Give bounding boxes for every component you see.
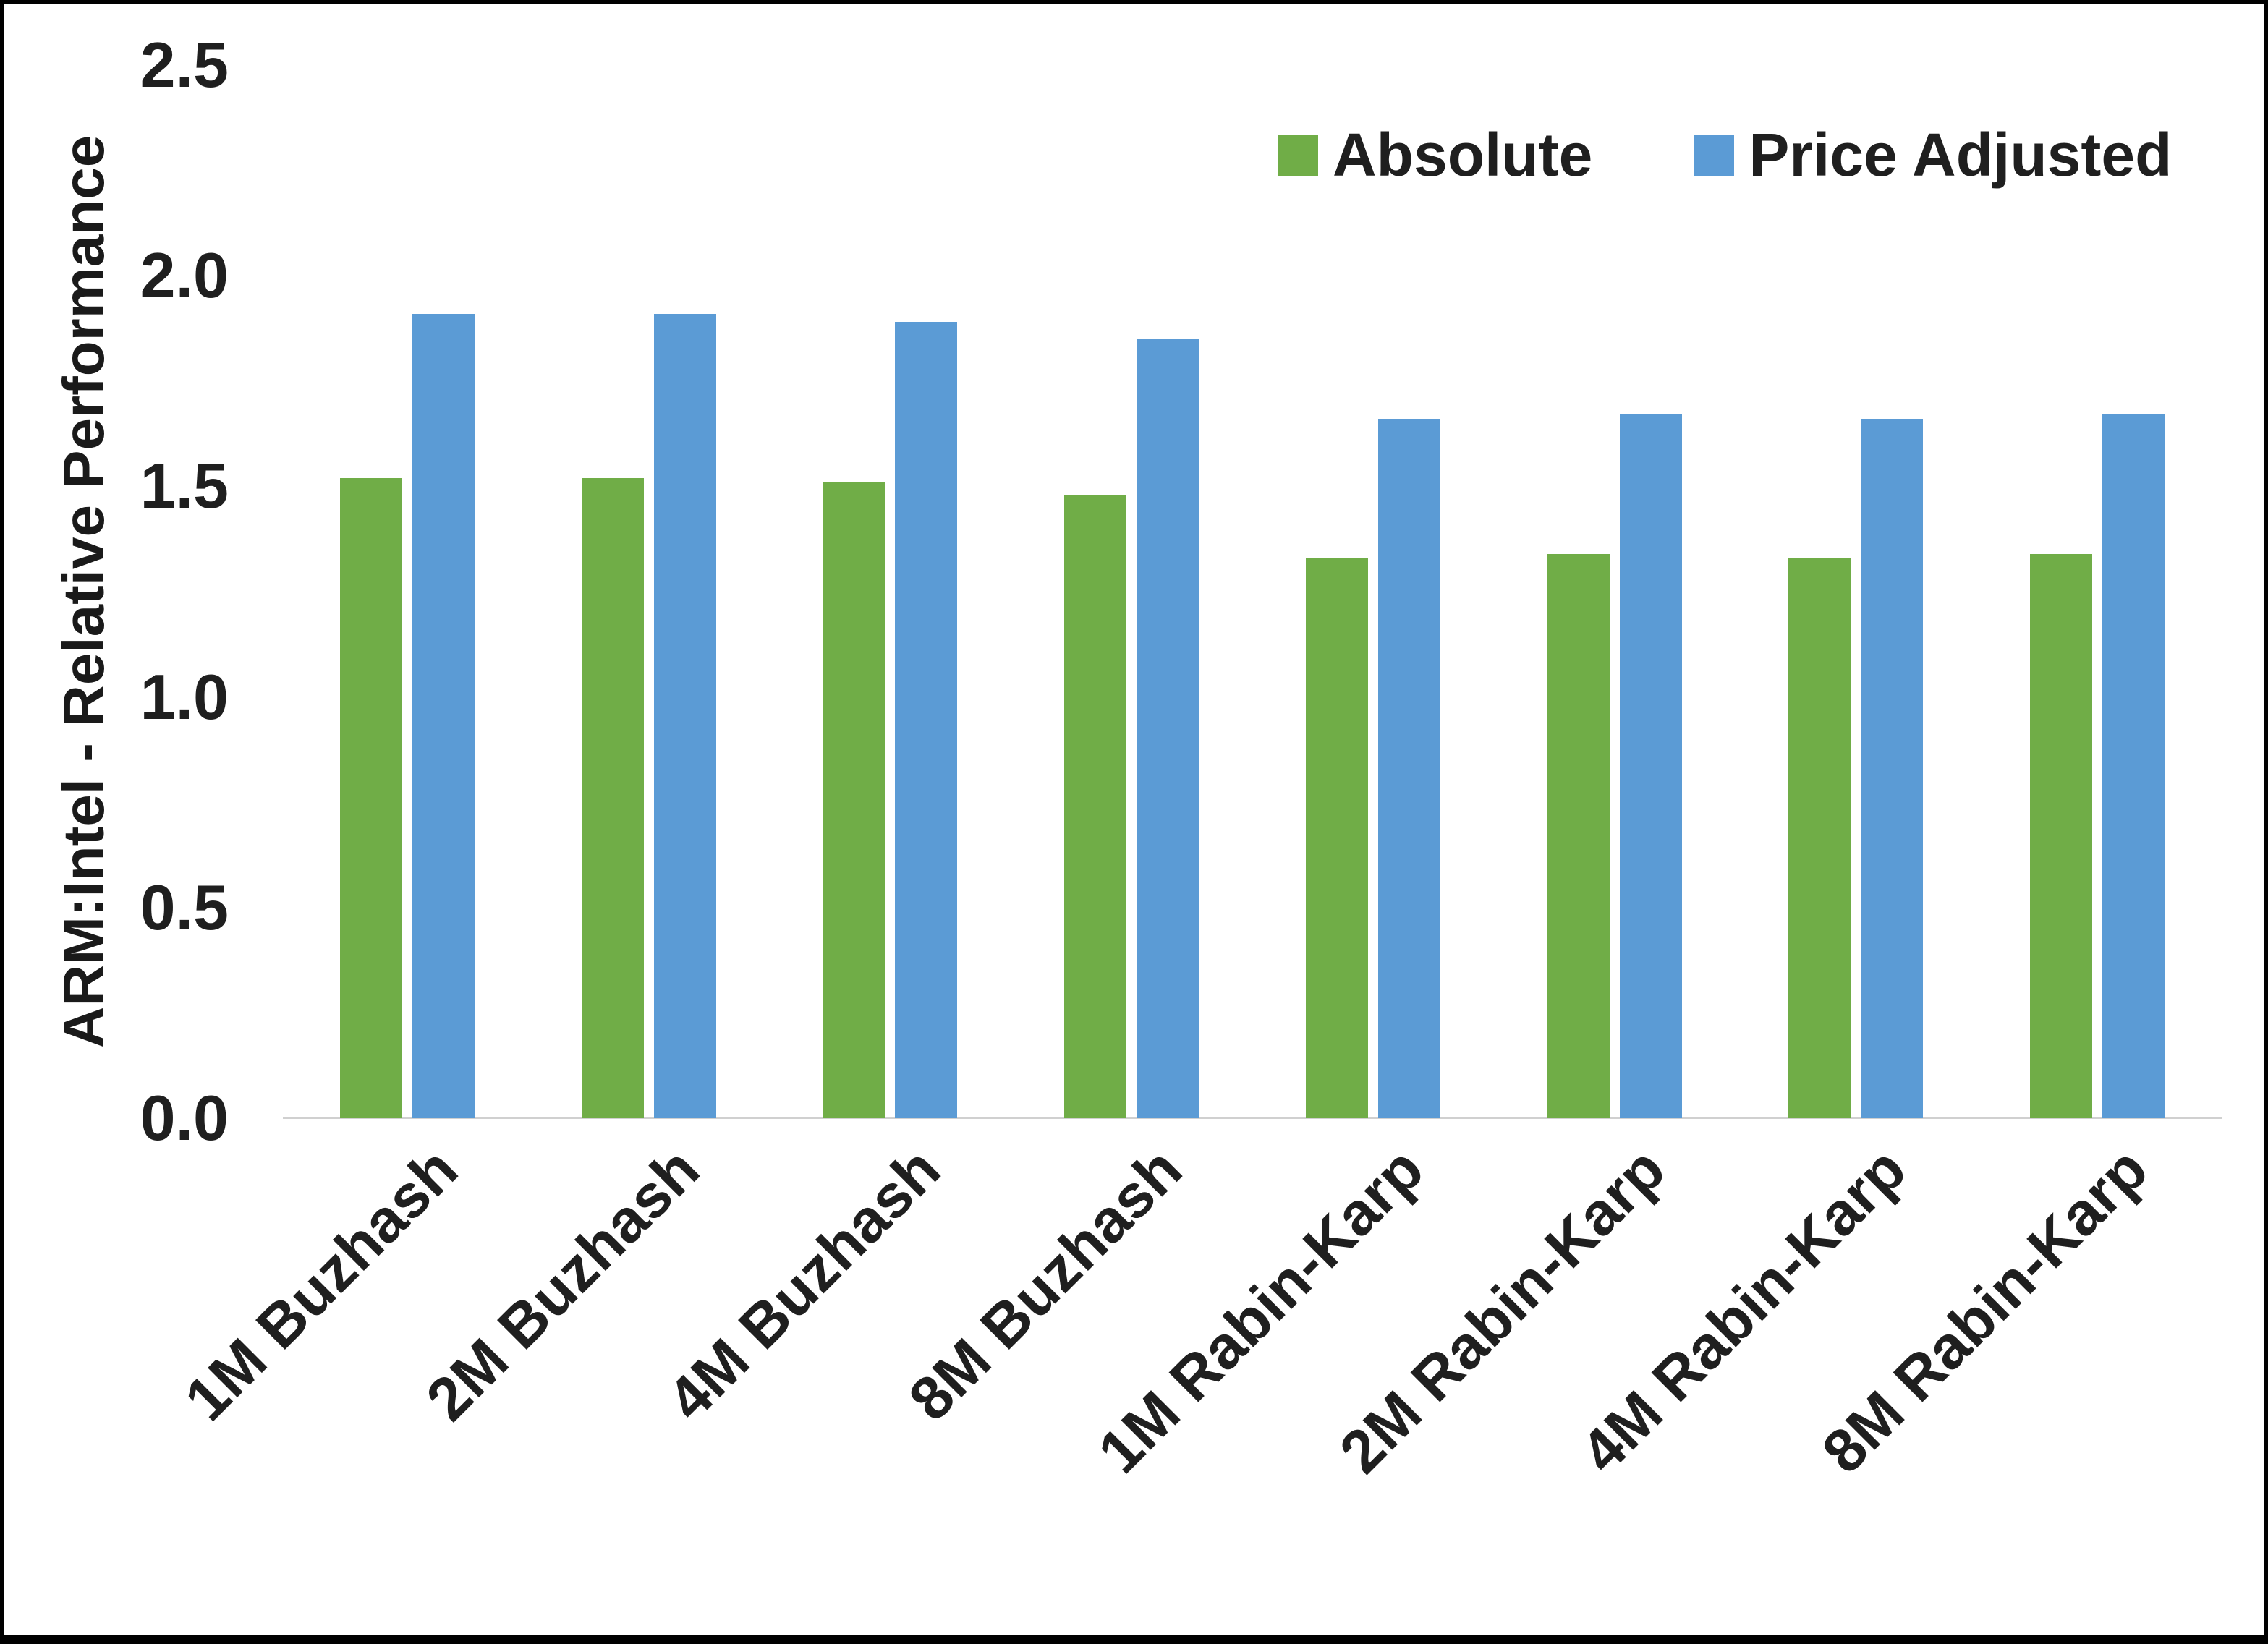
bar-absolute-4m-rabin-karp [1788, 558, 1851, 1118]
legend-item-price-adjusted: Price Adjusted [1694, 120, 2172, 190]
legend-label-price-adjusted: Price Adjusted [1749, 121, 2173, 189]
y-tick-label-1.5: 1.5 [140, 450, 229, 522]
bar-absolute-8m-rabin-karp [2030, 553, 2093, 1118]
bar-price-adjusted-8m-rabin-karp [2102, 414, 2165, 1118]
bar-price-adjusted-1m-buzhash [412, 313, 475, 1118]
y-tick-label-2.0: 2.0 [140, 239, 229, 312]
bar-absolute-4m-buzhash [823, 482, 885, 1118]
legend-swatch-icon-absolute [1278, 135, 1318, 176]
x-axis-line [283, 1117, 2222, 1119]
bar-price-adjusted-4m-buzhash [895, 322, 958, 1118]
bar-absolute-2m-buzhash [581, 477, 644, 1118]
legend: Absolute Price Adjusted [1278, 120, 2172, 190]
bar-price-adjusted-2m-buzhash [653, 313, 716, 1118]
legend-label-absolute: Absolute [1333, 121, 1593, 189]
y-tick-label-0.0: 0.0 [140, 1082, 229, 1154]
bar-absolute-8m-buzhash [1064, 495, 1127, 1118]
bar-price-adjusted-8m-buzhash [1137, 338, 1199, 1118]
bar-absolute-2m-rabin-karp [1547, 553, 1610, 1118]
bar-absolute-1m-buzhash [339, 477, 402, 1118]
bar-price-adjusted-2m-rabin-karp [1619, 414, 1682, 1118]
y-tick-label-2.5: 2.5 [140, 29, 229, 101]
legend-item-absolute: Absolute [1278, 120, 1592, 190]
bar-absolute-1m-rabin-karp [1305, 558, 1368, 1118]
y-tick-label-1.0: 1.0 [140, 660, 229, 733]
bar-price-adjusted-4m-rabin-karp [1861, 419, 1924, 1118]
bar-price-adjusted-1m-rabin-karp [1377, 419, 1440, 1118]
legend-swatch-icon-price-adjusted [1694, 135, 1735, 176]
y-tick-label-0.5: 0.5 [140, 871, 229, 943]
